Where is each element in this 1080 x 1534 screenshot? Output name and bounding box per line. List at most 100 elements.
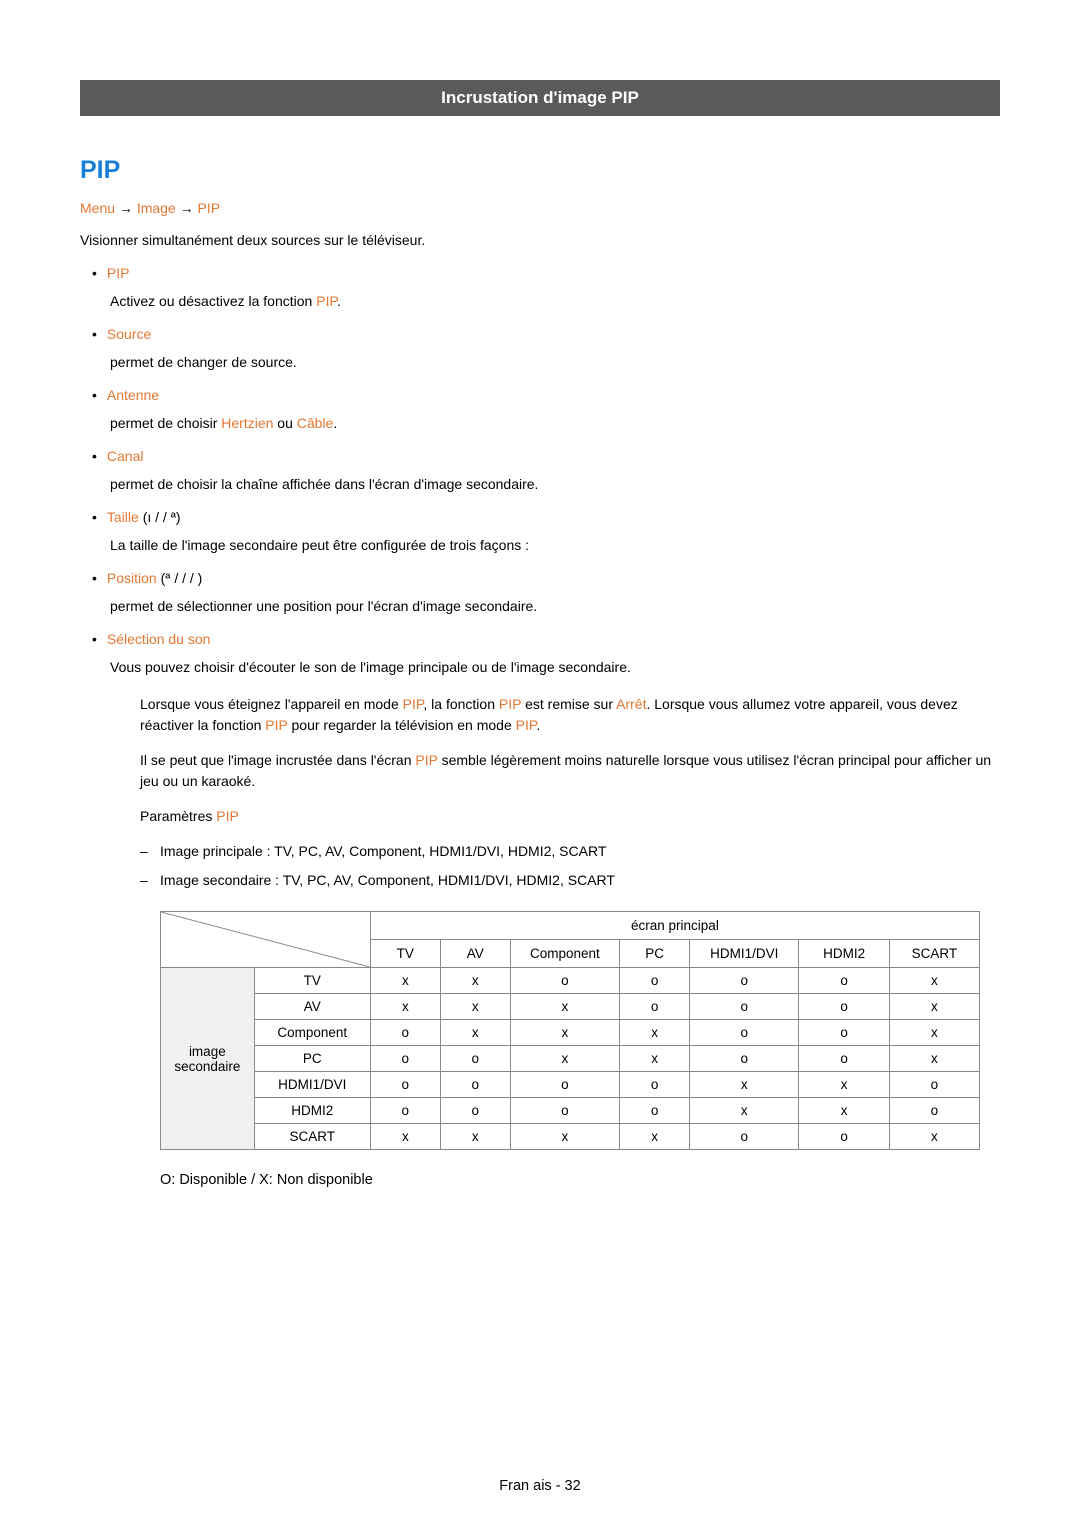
dash-list: Image principale : TV, PC, AV, Component…: [140, 841, 1000, 891]
option-label: Source: [107, 326, 151, 342]
accent-text: Hertzien: [221, 415, 273, 431]
accent-text: Câble: [297, 415, 334, 431]
table-cell: x: [620, 1020, 690, 1046]
table-cell: x: [510, 994, 619, 1020]
accent-text: PIP: [415, 752, 437, 768]
page-footer: Fran ais - 32: [0, 1478, 1080, 1494]
option-description: La taille de l'image secondaire peut êtr…: [110, 535, 1000, 556]
table-cell: x: [370, 968, 440, 994]
accent-text: PIP: [265, 717, 287, 733]
table-cell: o: [690, 994, 799, 1020]
table-cell: x: [370, 1124, 440, 1150]
column-header: Component: [510, 940, 619, 968]
text: Il se peut que l'image incrustée dans l'…: [140, 752, 415, 768]
table-row: SCARTxxxxoox: [161, 1124, 980, 1150]
table-cell: o: [799, 994, 889, 1020]
column-header: AV: [440, 940, 510, 968]
page-header-bar: Incrustation d'image PIP: [80, 80, 1000, 116]
table-cell: x: [799, 1072, 889, 1098]
table-cell: x: [620, 1124, 690, 1150]
text: permet de sélectionner une position pour…: [110, 598, 537, 614]
table-cell: o: [510, 1098, 619, 1124]
table-cell: o: [370, 1020, 440, 1046]
text: permet de changer de source.: [110, 354, 297, 370]
table-row: AVxxxooox: [161, 994, 980, 1020]
option-label: Taille: [107, 509, 139, 525]
row-header: Component: [254, 1020, 370, 1046]
row-header: TV: [254, 968, 370, 994]
table-cell: x: [889, 1020, 979, 1046]
column-header: SCART: [889, 940, 979, 968]
table-cell: x: [440, 1124, 510, 1150]
table-cell: o: [620, 994, 690, 1020]
dash-item: Image principale : TV, PC, AV, Component…: [140, 841, 1000, 862]
table-cell: x: [799, 1098, 889, 1124]
table-cell: o: [370, 1046, 440, 1072]
table-cell: o: [690, 1020, 799, 1046]
table-row: HDMI2ooooxxo: [161, 1098, 980, 1124]
accent-text: PIP: [516, 717, 537, 733]
table-cell: x: [510, 1124, 619, 1150]
options-list: PIPActivez ou désactivez la fonction PIP…: [80, 265, 1000, 678]
option-description: Activez ou désactivez la fonction PIP.: [110, 291, 1000, 312]
option-label: Canal: [107, 448, 144, 464]
table-row: HDMI1/DVIooooxxo: [161, 1072, 980, 1098]
table-cell: o: [370, 1072, 440, 1098]
accent-text: PIP: [499, 696, 521, 712]
table-cell: x: [510, 1020, 619, 1046]
row-header: SCART: [254, 1124, 370, 1150]
row-header: HDMI1/DVI: [254, 1072, 370, 1098]
table-cell: o: [889, 1072, 979, 1098]
table-row: PCooxxoox: [161, 1046, 980, 1072]
params-label: Paramètres PIP: [140, 806, 1000, 827]
table-cell: x: [440, 994, 510, 1020]
text: Activez ou désactivez la fonction: [110, 293, 316, 309]
section-title: PIP: [80, 156, 1000, 185]
option-description: Vous pouvez choisir d'écouter le son de …: [110, 657, 1000, 678]
intro-text: Visionner simultanément deux sources sur…: [80, 230, 1000, 251]
table-cell: o: [370, 1098, 440, 1124]
table-cell: x: [510, 1046, 619, 1072]
table-cell: x: [889, 968, 979, 994]
column-header: TV: [370, 940, 440, 968]
dash-item: Image secondaire : TV, PC, AV, Component…: [140, 870, 1000, 891]
breadcrumb-sep: →: [115, 200, 137, 216]
text: pour regarder la télévision en mode: [288, 717, 516, 733]
accent-text: Arrêt: [616, 696, 646, 712]
table-cell: o: [440, 1098, 510, 1124]
option-item: Position (ª / / / )permet de sélectionne…: [110, 570, 1000, 617]
table-row: Componentoxxxoox: [161, 1020, 980, 1046]
text: .: [337, 293, 341, 309]
table-cell: o: [440, 1072, 510, 1098]
table-cell: x: [440, 968, 510, 994]
table-cell: x: [889, 1046, 979, 1072]
accent-text: PIP: [316, 293, 337, 309]
option-item: Antennepermet de choisir Hertzien ou Câb…: [110, 387, 1000, 434]
note-paragraph: Il se peut que l'image incrustée dans l'…: [140, 750, 1000, 792]
row-header: AV: [254, 994, 370, 1020]
table-cell: o: [799, 1046, 889, 1072]
option-description: permet de choisir Hertzien ou Câble.: [110, 413, 1000, 434]
breadcrumb-part: PIP: [198, 200, 221, 216]
table-cell: o: [620, 968, 690, 994]
breadcrumb-sep: →: [176, 200, 198, 216]
notes-block: Lorsque vous éteignez l'appareil en mode…: [140, 694, 1000, 891]
compatibility-table: écran principalTVAVComponentPCHDMI1/DVIH…: [160, 911, 980, 1150]
option-item: Source permet de changer de source.: [110, 326, 1000, 373]
text: .: [333, 415, 337, 431]
table-cell: o: [510, 968, 619, 994]
table-cell: x: [889, 1124, 979, 1150]
text: Vous pouvez choisir d'écouter le son de …: [110, 659, 631, 675]
accent-text: PIP: [403, 696, 424, 712]
breadcrumb-part: Image: [137, 200, 176, 216]
option-label: Sélection du son: [107, 631, 211, 647]
option-item: Canalpermet de choisir la chaîne affiché…: [110, 448, 1000, 495]
breadcrumb: Menu → Image → PIP: [80, 200, 1000, 216]
text: est remise sur: [521, 696, 616, 712]
table-cell: o: [620, 1072, 690, 1098]
table-legend: O: Disponible / X: Non disponible: [160, 1172, 1000, 1188]
row-header: HDMI2: [254, 1098, 370, 1124]
breadcrumb-part: Menu: [80, 200, 115, 216]
text: Lorsque vous éteignez l'appareil en mode: [140, 696, 403, 712]
table-main-header: écran principal: [370, 912, 979, 940]
